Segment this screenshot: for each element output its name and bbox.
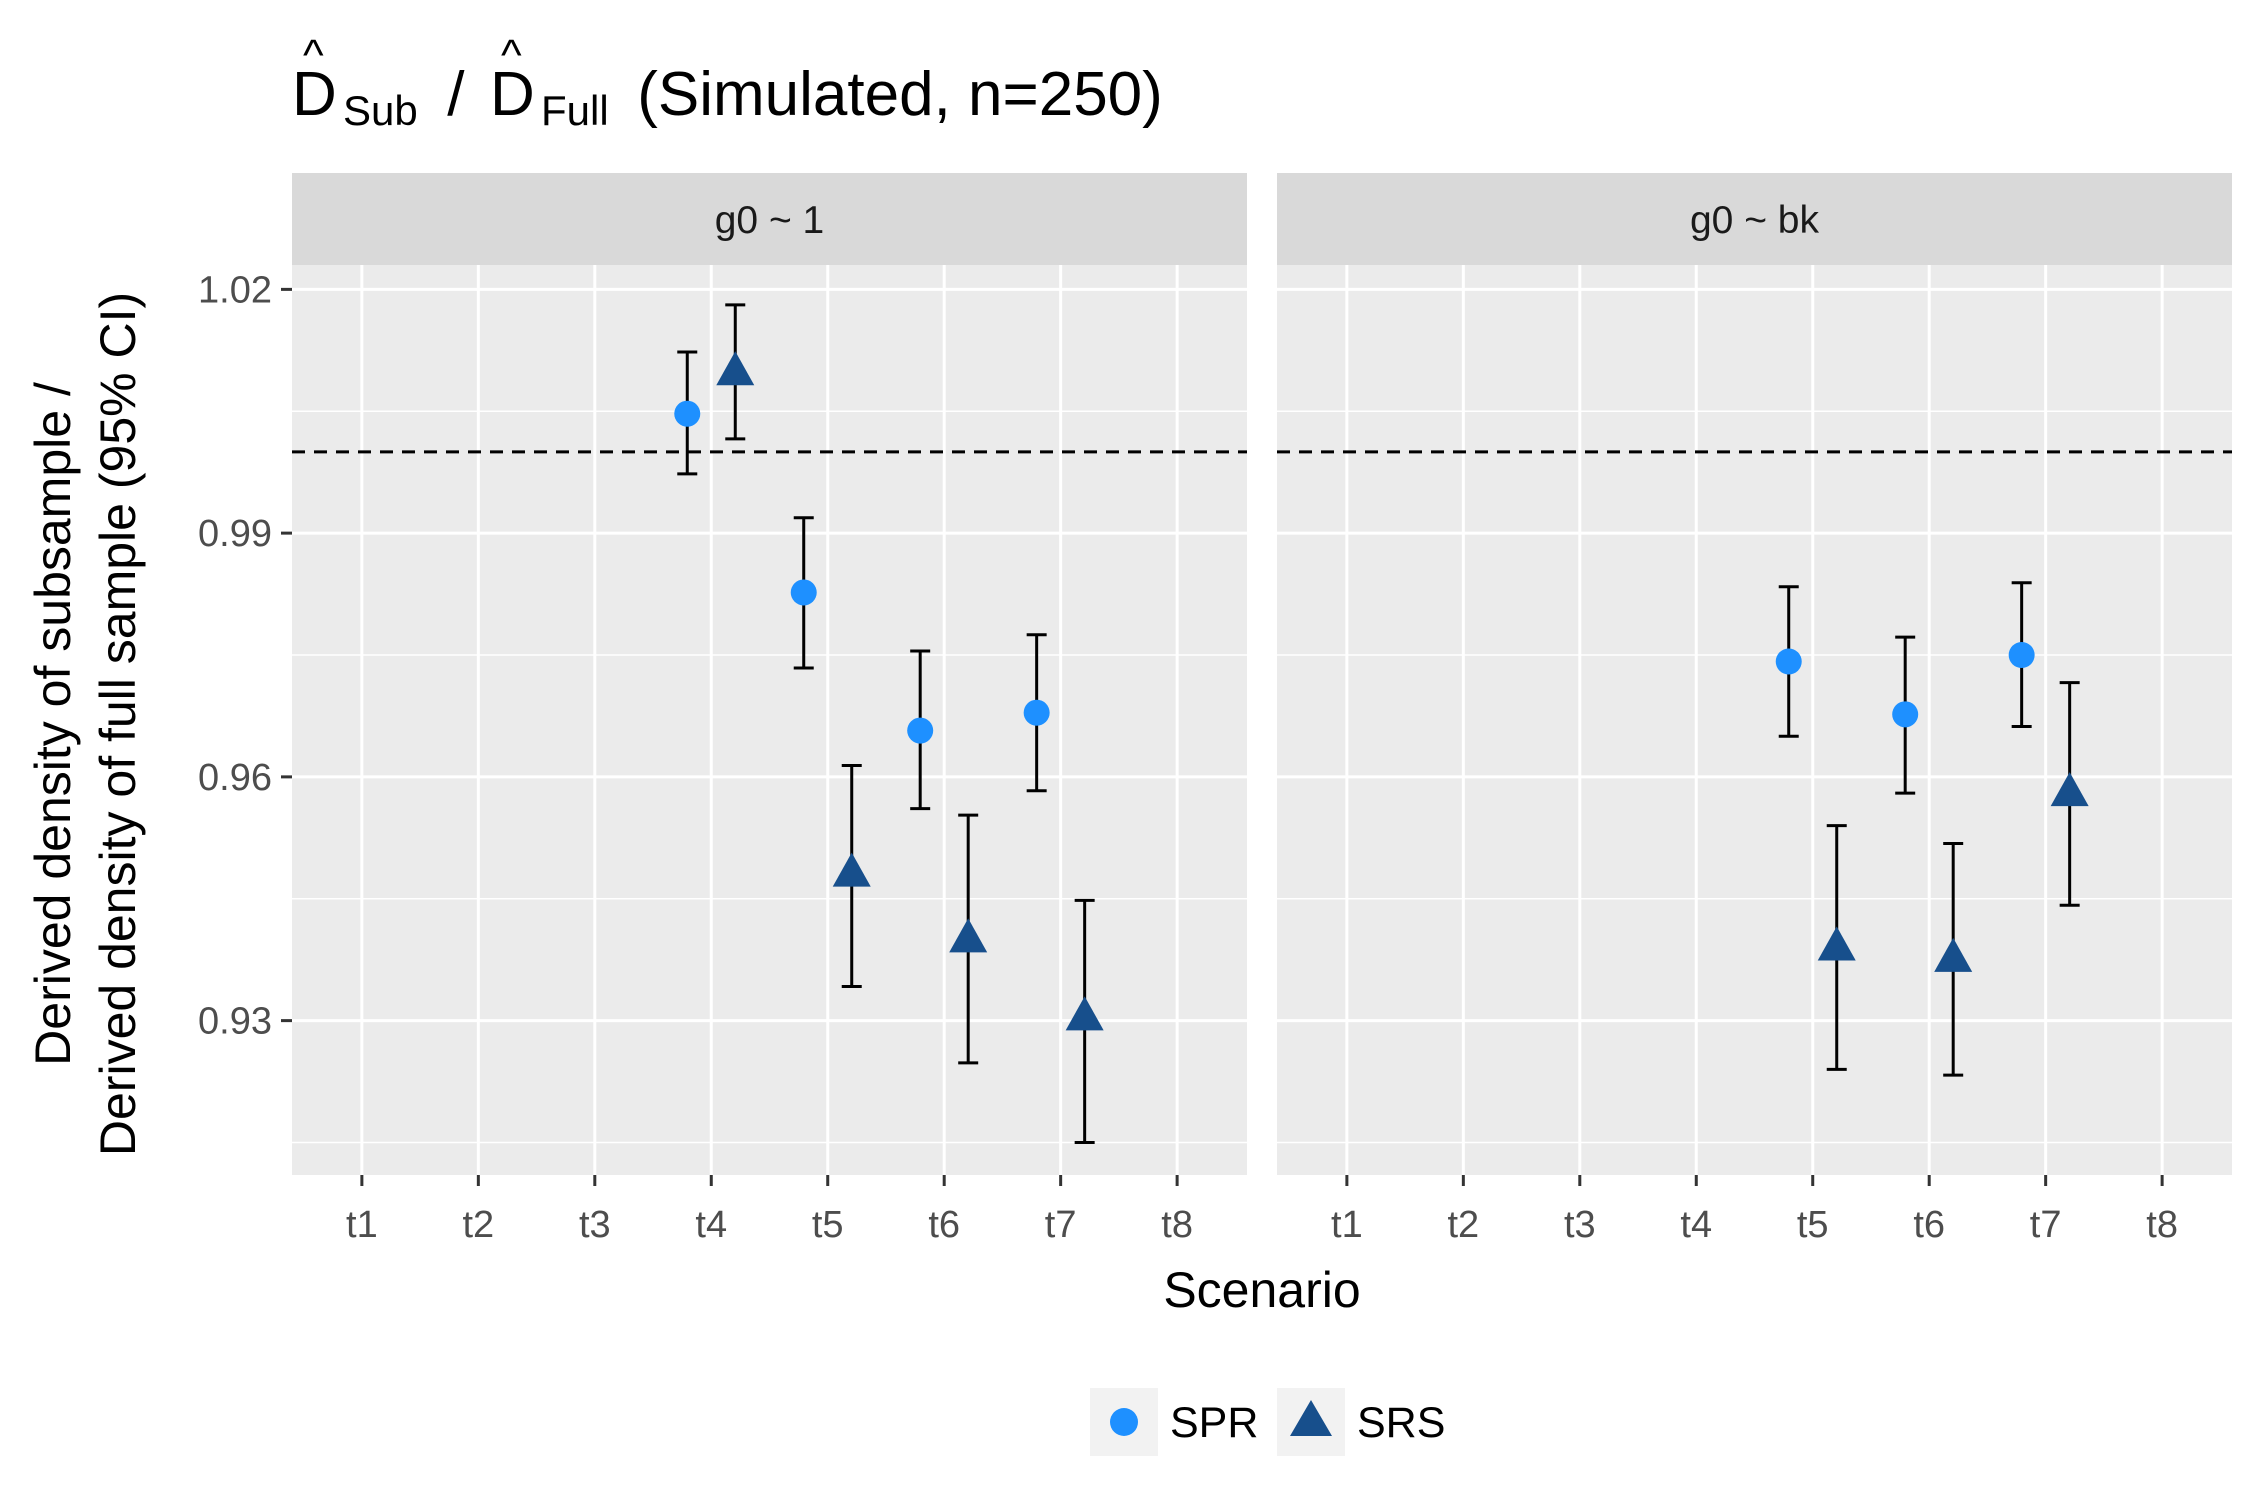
x-tick-label: t4 (695, 1204, 727, 1246)
panels-layer: t1 t2 t3 t4 t5 t6 t7 t8 g0 ~ 1 t1 t2 t3 t4 t5 t6 t7 t8 g0… (292, 173, 2232, 1246)
legend: SPR SRS (1090, 1388, 1445, 1456)
panel-background (1277, 265, 2232, 1175)
data-point-srs (1817, 926, 1856, 961)
data-point-srs (832, 852, 871, 887)
data-point-spr (1775, 648, 1802, 675)
series-srs-panel-2 (1817, 681, 2089, 1077)
data-point-srs (949, 918, 988, 953)
data-point-spr (907, 717, 934, 744)
series-srs-panel-1 (716, 303, 1104, 1144)
x-tick-label: t6 (1913, 1204, 1945, 1246)
x-tick-label: t2 (1447, 1204, 1479, 1246)
x-tick-label: t8 (2146, 1204, 2178, 1246)
title-subscript-2: Full (541, 87, 609, 134)
facet-strip-label: g0 ~ bk (1690, 199, 1820, 242)
title-rest: (Simulated, n=250) (620, 60, 1163, 129)
x-tick-label: t4 (1680, 1204, 1712, 1246)
y-axis-title-line-2: Derived density of full sample (95% CI) (90, 292, 146, 1156)
title-symbol-2: D (490, 60, 535, 129)
facet-strip-label: g0 ~ 1 (715, 199, 825, 242)
title-subscript-1: Sub (343, 87, 418, 134)
data-point-spr (1892, 701, 1919, 728)
data-point-spr (790, 579, 817, 606)
series-spr-panel-2 (1775, 581, 2035, 795)
x-tick-label: t2 (462, 1204, 494, 1246)
facet-strip (292, 173, 1247, 265)
x-tick-label: t6 (928, 1204, 960, 1246)
data-point-srs (716, 351, 755, 386)
y-tick-label: 0.96 (198, 757, 272, 799)
y-axis-title: Derived density of subsample / Derived d… (25, 292, 146, 1156)
legend-label-spr: SPR (1170, 1399, 1258, 1447)
data-point-spr (2008, 642, 2035, 668)
x-tick-label: t7 (2030, 1204, 2062, 1246)
y-axis-title-line-1: Derived density of subsample / (25, 382, 81, 1066)
legend-spr-icon (1110, 1408, 1138, 1436)
x-tick-label: t8 (1161, 1204, 1193, 1246)
x-tick-label: t7 (1045, 1204, 1077, 1246)
legend-label-srs: SRS (1357, 1399, 1445, 1447)
title-hat-2: ^ (501, 31, 522, 80)
data-layer (674, 303, 2089, 1144)
facet-strip (1277, 173, 2232, 265)
y-tick-label: 1.02 (198, 269, 272, 311)
x-tick-label: t1 (346, 1204, 378, 1246)
title-hat-1: ^ (303, 31, 324, 80)
chart-title: D ^ Sub / D ^ Full (Simulated, n=250) (292, 31, 1163, 134)
x-tick-label: t5 (812, 1204, 844, 1246)
data-point-spr (1023, 699, 1050, 726)
panel-background (292, 265, 1247, 1175)
x-axis-title: Scenario (1163, 1262, 1360, 1318)
data-point-srs (1934, 937, 1973, 972)
data-point-srs (2050, 772, 2089, 807)
data-point-spr (674, 400, 701, 427)
data-point-srs (1065, 996, 1104, 1031)
panel-2: t1 t2 t3 t4 t5 t6 t7 t8 g0 ~ bk (1277, 173, 2232, 1246)
x-tick-label: t3 (579, 1204, 611, 1246)
y-tick-label: 0.99 (198, 513, 272, 555)
x-tick-label: t3 (1564, 1204, 1596, 1246)
panel-1: t1 t2 t3 t4 t5 t6 t7 t8 g0 ~ 1 (292, 173, 1247, 1246)
y-tick-label: 0.93 (198, 1001, 272, 1043)
y-axis: 0.93 0.96 0.99 1.02 (198, 269, 292, 1043)
series-spr-panel-1 (674, 350, 1050, 811)
title-separator: / (430, 60, 482, 129)
title-symbol-1: D (292, 60, 337, 129)
x-tick-label: t5 (1797, 1204, 1829, 1246)
legend-srs-icon (1290, 1400, 1332, 1436)
x-tick-label: t1 (1331, 1204, 1363, 1246)
